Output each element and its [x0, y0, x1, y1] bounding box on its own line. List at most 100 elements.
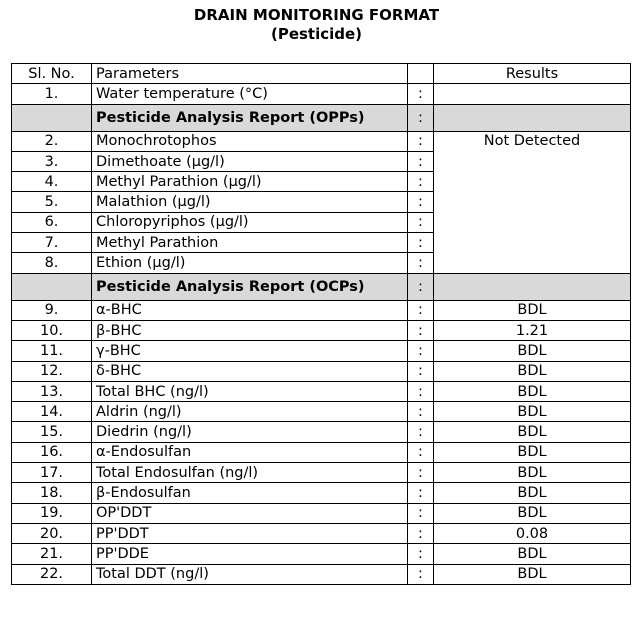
table-row: 1. Water temperature (°C) :: [11, 83, 631, 105]
row-result: BDL: [433, 401, 631, 423]
row-result: BDL: [433, 340, 631, 362]
row-parameter: Malathion (µg/l): [91, 191, 408, 213]
row-sl-no: 1.: [11, 83, 92, 105]
row-parameter: Methyl Parathion (µg/l): [91, 171, 408, 193]
table-row: 10. β-BHC:1.21: [11, 319, 631, 342]
row-sl-no: 7.: [11, 232, 92, 254]
row-result: BDL: [433, 421, 631, 443]
table-header-row: Sl. No. Parameters Results: [11, 62, 631, 85]
row-parameter: Dimethoate (µg/l): [91, 150, 408, 173]
row-colon: :: [407, 421, 434, 443]
opp-result: Not Detected: [433, 130, 631, 274]
table-row: 14. Aldrin (ng/l): BDL: [11, 401, 631, 423]
table-row: 21. PP'DDE: BDL: [11, 543, 631, 565]
row-sl-no: 16.: [11, 441, 92, 464]
table-row: 2. Monochrotophos: Not Detected: [11, 130, 631, 274]
row-sl-no: 22.: [11, 563, 92, 585]
row-result: BDL: [433, 502, 631, 524]
table-row: 22. Total DDT (ng/l): BDL: [11, 563, 631, 585]
section-title-ocp: Pesticide Analysis Report (OCPs): [91, 272, 408, 301]
row-parameter: Total Endosulfan (ng/l): [91, 462, 408, 484]
row-colon: :: [407, 299, 434, 321]
row-parameter: β-BHC: [91, 319, 408, 342]
table-row: 11. γ-BHC: BDL: [11, 340, 631, 362]
table-row: 9. α-BHC: BDL: [11, 299, 631, 321]
row-colon: :: [407, 401, 434, 423]
row-sl-no: 21.: [11, 543, 92, 565]
row-result: BDL: [433, 482, 631, 504]
row-parameter: Methyl Parathion: [91, 232, 408, 254]
row-colon: :: [407, 150, 434, 173]
row-sl-no: 18.: [11, 482, 92, 504]
row-sl-no: 13.: [11, 380, 92, 403]
table-row: 18. β-Endosulfan: BDL: [11, 482, 631, 504]
row-colon: :: [407, 130, 434, 152]
row-result: 0.08: [433, 522, 631, 545]
row-colon: :: [407, 319, 434, 342]
row-parameter: OP'DDT: [91, 502, 408, 524]
table-row: 15. Diedrin (ng/l): BDL: [11, 421, 631, 443]
row-sl-no: 4.: [11, 171, 92, 193]
section-colon: :: [407, 272, 434, 301]
section-header-opp: Pesticide Analysis Report (OPPs) :: [11, 103, 631, 132]
document-title: DRAIN MONITORING FORMAT: [193, 6, 440, 24]
table-row: 19. OP'DDT: BDL: [11, 502, 631, 524]
document-subtitle: (Pesticide): [270, 25, 363, 43]
row-parameter: β-Endosulfan: [91, 482, 408, 504]
row-result: BDL: [433, 563, 631, 585]
row-result: BDL: [433, 360, 631, 382]
row-result: BDL: [433, 462, 631, 484]
row-result: 1.21: [433, 319, 631, 342]
table-row: 16. α-Endosulfan: BDL: [11, 441, 631, 464]
row-result: BDL: [433, 299, 631, 321]
row-parameter: α-BHC: [91, 299, 408, 321]
row-colon: :: [407, 482, 434, 504]
row-result: BDL: [433, 543, 631, 565]
row-parameter: Chloropyriphos (µg/l): [91, 211, 408, 234]
row-parameter: Monochrotophos: [91, 130, 408, 152]
row-colon: :: [407, 522, 434, 545]
row-sl-no: 6.: [11, 211, 92, 234]
row-colon: :: [407, 441, 434, 464]
row-result: BDL: [433, 441, 631, 464]
row-colon: :: [407, 563, 434, 585]
row-colon: :: [407, 360, 434, 382]
row-parameter: Diedrin (ng/l): [91, 421, 408, 443]
row-sl-no: 9.: [11, 299, 92, 321]
sl-no-header: Sl. No.: [11, 62, 92, 85]
pesticide-results-table: Sl. No. Parameters Results 1. Water temp…: [11, 62, 631, 585]
table-row: 8. Ethion (µg/l):: [11, 252, 631, 274]
section-header-ocp: Pesticide Analysis Report (OCPs) :: [11, 272, 631, 301]
row-result: BDL: [433, 380, 631, 403]
row-colon: :: [407, 252, 434, 274]
row-parameter: Total BHC (ng/l): [91, 380, 408, 403]
row-colon: :: [407, 211, 434, 234]
row-parameter: Water temperature (°C): [91, 83, 408, 105]
table-row: 13. Total BHC (ng/l): BDL: [11, 380, 631, 403]
row-result: [433, 83, 631, 105]
row-parameter: α-Endosulfan: [91, 441, 408, 464]
row-parameter: Ethion (µg/l): [91, 252, 408, 274]
row-colon: :: [407, 543, 434, 565]
row-sl-no: 12.: [11, 360, 92, 382]
row-parameter: PP'DDT: [91, 522, 408, 545]
row-colon: :: [407, 171, 434, 193]
section-sl-blank: [11, 272, 92, 301]
row-colon: :: [407, 462, 434, 484]
row-parameter: δ-BHC: [91, 360, 408, 382]
row-parameter: Total DDT (ng/l): [91, 563, 408, 585]
row-sl-no: 20.: [11, 522, 92, 545]
row-sl-no: 14.: [11, 401, 92, 423]
section-result-blank: [433, 103, 631, 132]
row-sl-no: 15.: [11, 421, 92, 443]
row-sl-no: 8.: [11, 252, 92, 274]
row-colon: :: [407, 380, 434, 403]
row-sl-no: 5.: [11, 191, 92, 213]
row-sl-no: 3.: [11, 150, 92, 173]
table-row: 17. Total Endosulfan (ng/l): BDL: [11, 462, 631, 484]
colon-header: [407, 62, 434, 85]
parameters-header: Parameters: [91, 62, 408, 85]
results-header: Results: [433, 62, 631, 85]
row-sl-no: 10.: [11, 319, 92, 342]
row-parameter: PP'DDE: [91, 543, 408, 565]
